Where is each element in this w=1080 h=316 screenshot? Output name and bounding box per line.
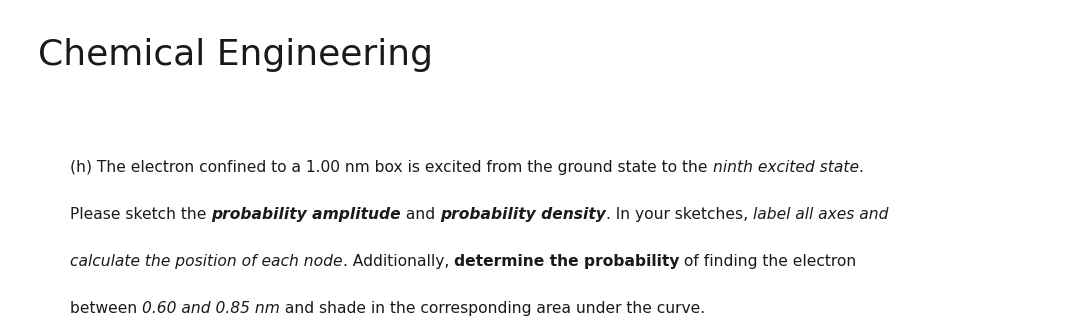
- Text: probability amplitude: probability amplitude: [212, 207, 401, 222]
- Text: under the curve.: under the curve.: [571, 301, 705, 316]
- Text: ninth excited state: ninth excited state: [713, 160, 859, 174]
- Text: Please sketch the: Please sketch the: [70, 207, 212, 222]
- Text: of finding the electron: of finding the electron: [679, 254, 856, 269]
- Text: between: between: [70, 301, 143, 316]
- Text: Chemical Engineering: Chemical Engineering: [38, 38, 433, 72]
- Text: .: .: [859, 160, 863, 174]
- Text: . Additionally,: . Additionally,: [342, 254, 454, 269]
- Text: determine the probability: determine the probability: [454, 254, 679, 269]
- Text: shade in the corresponding area: shade in the corresponding area: [320, 301, 571, 316]
- Text: label all axes and: label all axes and: [753, 207, 889, 222]
- Text: . In your sketches,: . In your sketches,: [606, 207, 753, 222]
- Text: and: and: [280, 301, 320, 316]
- Text: (h) The electron confined to a 1.00 nm box is excited from the ground state to t: (h) The electron confined to a 1.00 nm b…: [70, 160, 713, 174]
- Text: 0.60 and 0.85 nm: 0.60 and 0.85 nm: [143, 301, 280, 316]
- Text: and: and: [401, 207, 440, 222]
- Text: calculate the position of each node: calculate the position of each node: [70, 254, 342, 269]
- Text: probability density: probability density: [440, 207, 606, 222]
